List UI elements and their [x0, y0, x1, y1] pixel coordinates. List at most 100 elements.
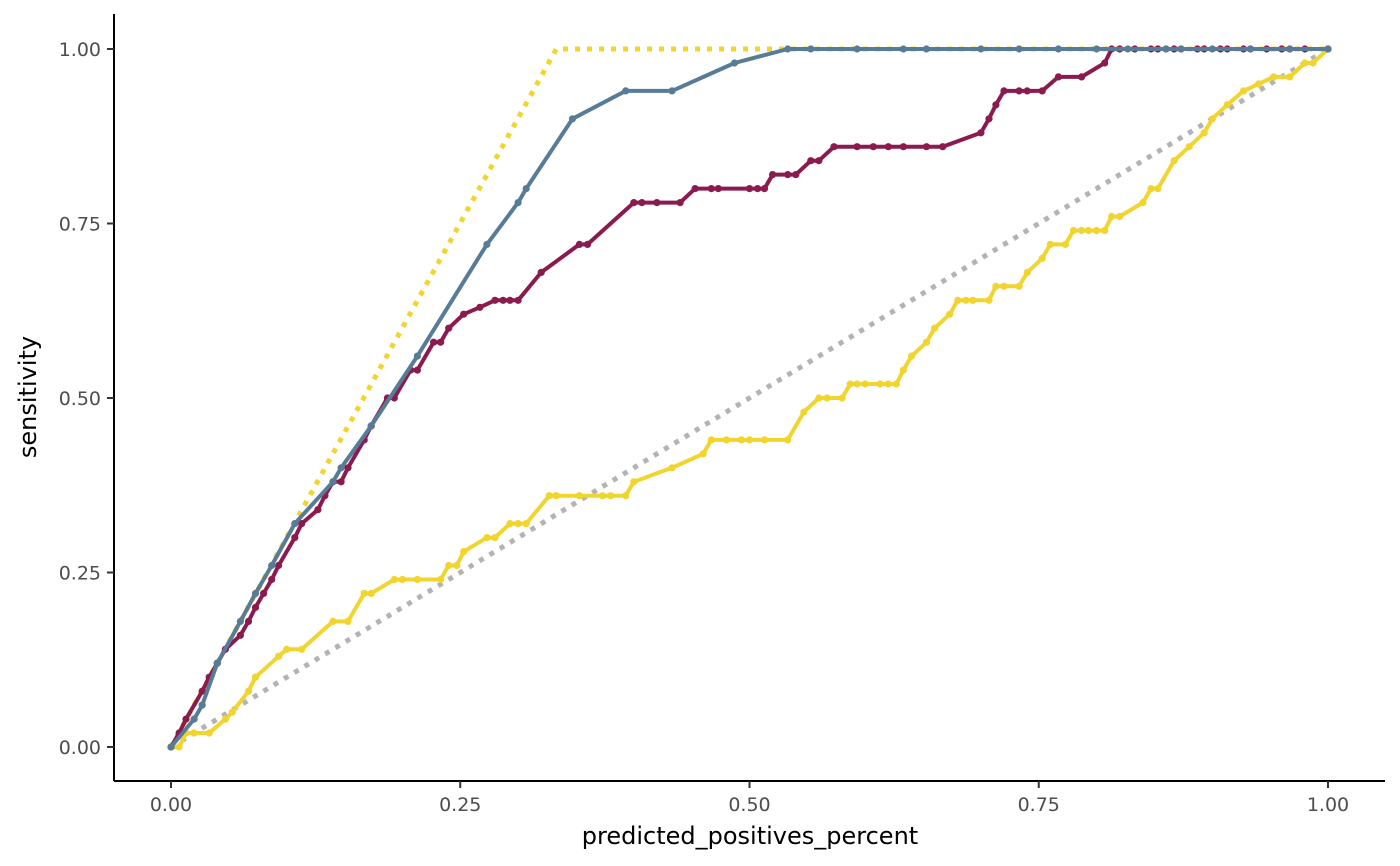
data-point — [869, 143, 877, 151]
data-point — [1239, 87, 1248, 95]
data-point — [1084, 226, 1093, 235]
data-point — [1223, 101, 1231, 109]
data-point — [460, 548, 468, 556]
data-point — [792, 171, 800, 179]
data-point — [599, 492, 607, 500]
data-point — [275, 561, 283, 570]
data-point — [491, 534, 499, 542]
data-point — [221, 715, 229, 723]
data-point — [1185, 143, 1193, 151]
data-point — [175, 743, 183, 751]
y-tick-label: 0.50 — [59, 388, 101, 410]
data-point — [760, 185, 769, 193]
data-point — [1023, 268, 1031, 276]
data-point — [922, 338, 931, 346]
data-point — [800, 408, 808, 416]
data-point — [344, 464, 352, 472]
data-point — [483, 240, 491, 248]
data-point — [1061, 240, 1069, 248]
data-point — [1015, 282, 1023, 290]
data-point — [575, 492, 584, 500]
data-point — [413, 575, 421, 584]
data-point — [1038, 87, 1046, 95]
data-point — [1301, 59, 1309, 67]
data-point — [344, 617, 352, 626]
data-point — [545, 492, 553, 500]
data-point — [1246, 45, 1255, 53]
data-point — [676, 199, 684, 207]
data-point — [899, 143, 908, 151]
data-point — [314, 506, 322, 514]
data-point — [1200, 129, 1208, 137]
data-point — [398, 575, 406, 584]
data-point — [931, 324, 939, 332]
data-point — [1000, 282, 1008, 290]
data-point — [1170, 157, 1178, 165]
data-point — [522, 520, 530, 528]
data-point — [977, 45, 985, 53]
data-point — [691, 185, 699, 193]
data-point — [722, 436, 731, 444]
data-point — [784, 171, 792, 179]
data-point — [653, 199, 661, 207]
data-point — [1093, 226, 1101, 235]
data-point — [807, 45, 815, 53]
data-point — [668, 87, 676, 95]
data-point — [1101, 226, 1109, 235]
data-point — [298, 645, 306, 653]
data-point — [360, 589, 368, 598]
data-point — [1054, 45, 1062, 53]
data-point — [823, 394, 831, 402]
x-tick-label: 0.25 — [439, 794, 481, 816]
data-point — [853, 45, 861, 53]
data-point — [413, 352, 421, 360]
data-point — [445, 324, 453, 332]
data-point — [992, 282, 1000, 290]
data-point — [491, 296, 499, 304]
data-point — [291, 534, 299, 542]
data-point — [1208, 115, 1216, 123]
data-point — [630, 478, 638, 486]
data-point — [1015, 87, 1023, 95]
data-point — [922, 143, 931, 151]
data-point — [182, 715, 190, 723]
y-tick-label: 1.00 — [59, 39, 101, 61]
series-2 — [167, 45, 1332, 751]
data-point — [568, 115, 577, 123]
y-axis-title: sensitivity — [14, 336, 42, 458]
data-point — [236, 631, 244, 639]
data-point — [1124, 45, 1132, 53]
data-point — [922, 45, 931, 53]
data-point — [275, 652, 283, 660]
data-point — [1046, 240, 1054, 248]
data-point — [838, 394, 846, 402]
data-point — [1000, 87, 1008, 95]
data-point — [992, 101, 1000, 109]
x-tick-label: 0.50 — [728, 794, 770, 816]
data-point — [622, 87, 630, 95]
series-layer — [167, 45, 1332, 751]
data-point — [228, 708, 236, 716]
data-point — [1116, 212, 1124, 221]
data-point — [483, 534, 491, 542]
y-tick-label: 0.75 — [59, 214, 101, 236]
data-point — [769, 171, 777, 179]
data-point — [707, 436, 715, 444]
data-point — [575, 240, 584, 248]
data-point — [846, 380, 854, 388]
data-point — [985, 296, 993, 304]
data-point — [892, 380, 901, 388]
ticks: 0.00 0.25 0.50 0.75 1.00 0.00 0.25 0.50 0.75 1.00 — [59, 39, 1349, 816]
data-point — [884, 380, 892, 388]
data-point — [268, 575, 276, 584]
x-tick-label: 1.00 — [1307, 794, 1349, 816]
data-point — [506, 520, 514, 528]
data-point — [946, 310, 954, 318]
data-point — [1054, 73, 1062, 81]
data-point — [730, 59, 739, 67]
data-point — [830, 143, 838, 151]
data-point — [437, 338, 445, 346]
data-point — [1286, 45, 1294, 53]
data-point — [337, 464, 345, 472]
